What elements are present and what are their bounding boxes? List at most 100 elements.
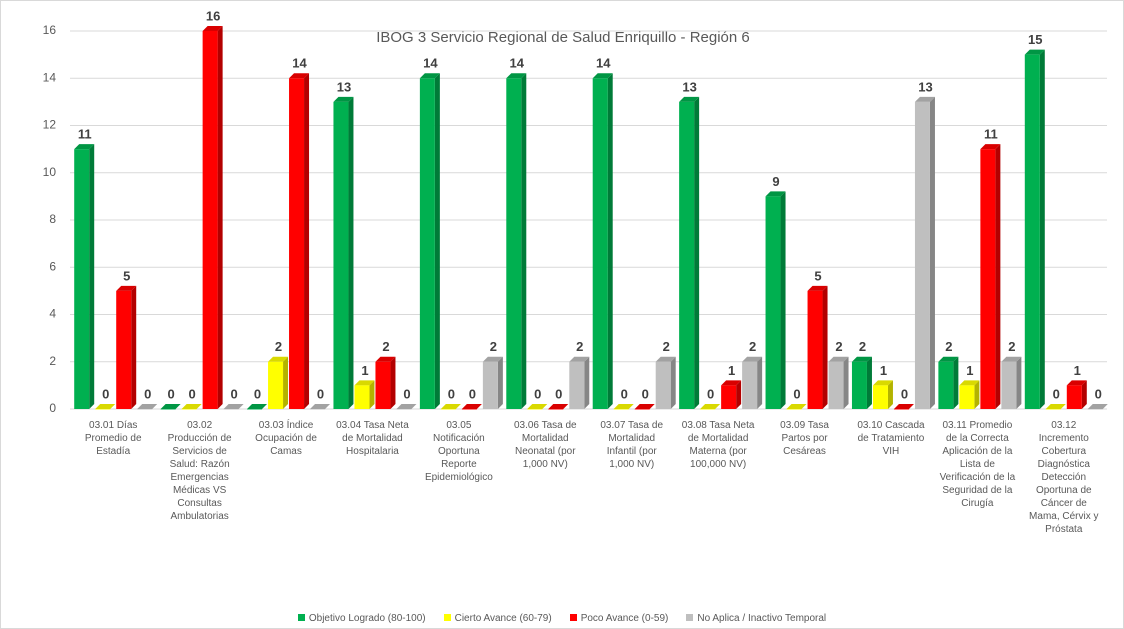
y-tick-label: 6 — [49, 259, 56, 273]
bar-side — [822, 285, 828, 409]
bar — [202, 31, 218, 409]
value-label: 1 — [361, 363, 368, 378]
value-label: 0 — [469, 386, 476, 401]
value-label: 1 — [966, 363, 973, 378]
bar-top — [419, 73, 440, 79]
x-tick-label: 03.09 Tasa Partos por Cesáreas — [780, 420, 829, 457]
legend-label: Objetivo Logrado (80-100) — [308, 613, 426, 624]
value-label: 0 — [642, 386, 649, 401]
bar-top — [548, 404, 569, 409]
bar-side — [1039, 49, 1045, 409]
bar-top — [655, 356, 676, 362]
bar-top — [679, 96, 700, 102]
bar-top — [506, 73, 527, 79]
legend-label: No Aplica / Inactivo Temporal — [697, 613, 827, 624]
bar-side — [887, 380, 893, 409]
bar-side — [843, 356, 849, 409]
bar — [613, 409, 629, 410]
y-tick-label: 0 — [49, 401, 56, 415]
bar-side — [607, 73, 613, 409]
y-tick-label: 16 — [43, 23, 57, 37]
bar-top — [202, 26, 223, 31]
bar-side — [348, 96, 354, 409]
bar — [506, 78, 522, 409]
legend-swatch — [569, 614, 577, 621]
bar — [700, 409, 716, 410]
bar — [938, 361, 954, 409]
bar-top — [181, 404, 202, 409]
bar — [137, 409, 153, 410]
legend-label: Poco Avance (0-59) — [580, 613, 669, 624]
legend-swatch — [443, 614, 451, 621]
value-label: 13 — [682, 79, 696, 94]
bar-top — [1001, 356, 1022, 362]
bar-top — [592, 73, 613, 79]
bar — [1087, 409, 1103, 410]
bar-top — [872, 380, 893, 386]
y-tick-label: 8 — [49, 212, 56, 226]
bar — [289, 78, 305, 409]
bar-top — [1087, 404, 1108, 409]
value-label: 0 — [102, 386, 109, 401]
bar-top — [980, 144, 1001, 150]
value-label: 13 — [337, 79, 351, 94]
bar-side — [217, 26, 223, 409]
value-label: 0 — [254, 386, 261, 401]
y-tick-label: 10 — [43, 165, 57, 179]
bar-top — [223, 404, 244, 409]
bar — [1045, 409, 1061, 410]
bar-top — [700, 404, 721, 409]
bar-side — [953, 356, 959, 409]
value-label: 14 — [596, 56, 611, 71]
bar-top — [482, 356, 503, 362]
bar — [828, 361, 844, 409]
bar-top — [440, 404, 461, 409]
value-label: 9 — [772, 174, 779, 189]
legend-item: No Aplica / Inactivo Temporal — [686, 613, 826, 624]
bar-top — [160, 404, 181, 409]
y-tick-label: 12 — [43, 118, 57, 132]
bar-top — [613, 404, 634, 409]
value-label: 0 — [403, 386, 410, 401]
value-label: 5 — [123, 268, 130, 283]
x-tick-label: 03.03 Índice Ocupación de Camas — [255, 420, 317, 457]
bar-top — [333, 96, 354, 102]
bar — [807, 290, 823, 409]
bar — [721, 385, 737, 409]
bar-side — [131, 285, 137, 409]
value-label: 2 — [859, 339, 866, 354]
x-tick-label: 03.10 Cascada de Tratamiento VIH — [857, 420, 925, 457]
value-label: 0 — [168, 386, 175, 401]
bar — [482, 361, 498, 409]
y-tick-label: 14 — [43, 70, 57, 84]
bar-top — [765, 191, 786, 197]
bar-top — [742, 356, 763, 362]
bar — [181, 409, 197, 410]
x-tick-label: 03.05 Notificación Oportuna Reporte Epid… — [424, 420, 493, 483]
bar — [655, 361, 671, 409]
bar-top — [116, 285, 137, 291]
value-label: 1 — [880, 363, 887, 378]
bar — [74, 149, 90, 409]
value-label: 0 — [189, 386, 196, 401]
value-label: 0 — [317, 386, 324, 401]
bar-top — [396, 404, 417, 409]
value-label: 11 — [78, 127, 92, 142]
value-label: 2 — [576, 339, 583, 354]
bar — [679, 101, 695, 409]
x-tick-label: 03.06 Tasa de Mortalidad Neonatal (por 1… — [513, 420, 577, 470]
value-label: 0 — [1053, 386, 1060, 401]
bar-top — [310, 404, 331, 409]
bar-side — [283, 356, 289, 409]
value-label: 1 — [728, 363, 735, 378]
bar-top — [828, 356, 849, 362]
bar-top — [1066, 380, 1087, 386]
bar — [527, 409, 543, 410]
bar — [592, 78, 608, 409]
value-label: 14 — [510, 56, 525, 71]
bar-side — [670, 356, 676, 409]
bar-side — [757, 356, 763, 409]
bar — [1066, 385, 1082, 409]
